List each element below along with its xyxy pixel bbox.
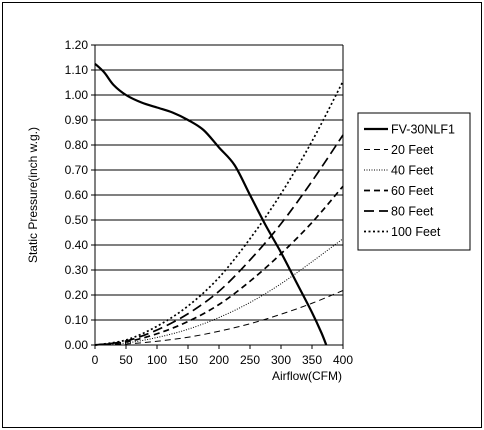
legend-label-20-feet: 20 Feet	[391, 143, 434, 157]
x-tick-label: 250	[240, 353, 260, 367]
y-tick-label: 1.20	[65, 38, 89, 52]
y-tick-label: 0.00	[65, 338, 89, 352]
series-line-20-feet	[94, 290, 344, 346]
series-line-60-feet	[94, 185, 344, 346]
y-tick-label: 0.60	[65, 188, 89, 202]
series-lines	[94, 62, 344, 346]
x-axis-title: Airflow(CFM)	[272, 369, 342, 383]
y-tick-label: 0.30	[65, 263, 89, 277]
y-tick-label: 0.20	[65, 288, 89, 302]
legend-label-60-feet: 60 Feet	[391, 184, 434, 198]
legend-label-80-feet: 80 Feet	[391, 205, 434, 219]
series-line-fv-30nlf1	[94, 62, 328, 346]
y-axis-title: Static Pressure(inch w.g.)	[26, 127, 40, 263]
y-tick-label: 0.80	[65, 138, 89, 152]
legend-box	[357, 112, 471, 251]
x-tick-label: 400	[333, 353, 353, 367]
legend-label-100-feet: 100 Feet	[391, 225, 441, 239]
series-line-100-feet	[94, 80, 344, 346]
x-tick-label: 350	[302, 353, 322, 367]
x-tick-label: 150	[178, 353, 198, 367]
x-tick-label: 200	[209, 353, 229, 367]
y-tick-label: 0.70	[65, 163, 89, 177]
x-tick-label: 50	[119, 353, 133, 367]
y-tick-label: 0.90	[65, 113, 89, 127]
axes: 0.00 0.10 0.20 0.30 0.40 0.50 0.60 0.70 0.80 0.90…	[65, 38, 354, 367]
x-tick-label: 100	[147, 353, 167, 367]
series-line-40-feet	[94, 238, 344, 346]
y-tick-label: 0.10	[65, 313, 89, 327]
y-tick-label: 0.50	[65, 213, 89, 227]
x-tick-label: 300	[271, 353, 291, 367]
x-tick-label: 0	[92, 353, 99, 367]
legend-label-fv-30nlf1: FV-30NLF1	[391, 123, 455, 137]
y-tick-label: 0.40	[65, 238, 89, 252]
series-line-80-feet	[94, 134, 344, 346]
legend: FV-30NLF1 20 Feet 40 Feet 60 Feet 80 Feet 100…	[357, 112, 471, 251]
legend-label-40-feet: 40 Feet	[391, 164, 434, 178]
y-tick-label: 1.00	[65, 88, 89, 102]
y-tick-label: 1.10	[65, 63, 89, 77]
